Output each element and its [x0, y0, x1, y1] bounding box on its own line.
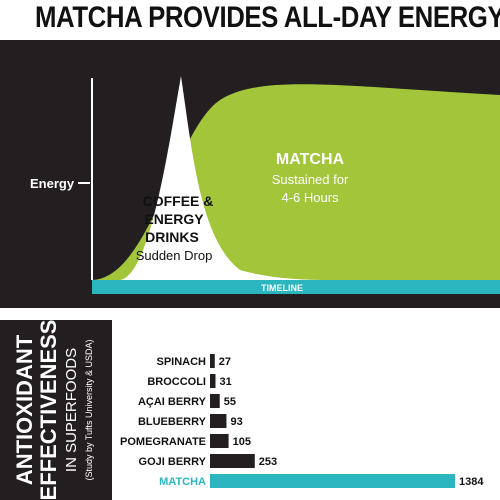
bar — [210, 394, 220, 408]
antioxidant-chart: ANTIOXIDANT EFFECTIVENESS IN SUPERFOODS … — [12, 320, 484, 500]
value-label: 105 — [233, 436, 251, 448]
matcha-sub-line2: 4-6 Hours — [281, 190, 339, 205]
timeline-label: TIMELINE — [261, 283, 303, 293]
energy-chart-panel: Energy TIMELINE MATCHA Sustained for 4-6… — [0, 40, 500, 308]
bar — [210, 414, 227, 428]
timeline-bar — [92, 280, 500, 294]
coffee-label-line2: ENERGY — [144, 211, 204, 227]
value-label: 55 — [224, 396, 236, 408]
page-title: MATCHA PROVIDES ALL-DAY ENERGY — [35, 1, 500, 34]
category-label: POMEGRANATE — [120, 436, 206, 448]
energy-axis-label: Energy — [30, 176, 75, 191]
bars-layer: SPINACH 27 BROCCOLI 31 AÇAI BERRY 55 BLUEBERRY… — [120, 354, 484, 488]
bar — [210, 354, 215, 368]
bar — [210, 374, 216, 388]
matcha-label: MATCHA — [276, 151, 345, 168]
coffee-label-line1: COFFEE & — [143, 193, 214, 209]
bar — [210, 454, 255, 468]
category-label: AÇAI BERRY — [138, 396, 207, 408]
bar — [210, 434, 229, 448]
antioxidant-heading-line1: ANTIOXIDANT — [12, 334, 37, 485]
energy-chart: Energy TIMELINE MATCHA Sustained for 4-6… — [30, 76, 500, 294]
value-label: 1384 — [459, 476, 484, 488]
value-label: 93 — [230, 416, 242, 428]
category-label: GOJI BERRY — [139, 456, 207, 468]
coffee-label-line4: Sudden Drop — [136, 248, 213, 263]
category-label: BROCCOLI — [147, 376, 206, 388]
antioxidant-heading-line4: (Study by Tufts University & USDA) — [84, 339, 94, 480]
value-label: 253 — [259, 456, 277, 468]
coffee-energy-spike — [120, 76, 330, 280]
value-label: 27 — [219, 356, 231, 368]
category-label: SPINACH — [156, 356, 206, 368]
matcha-sub-line1: Sustained for — [272, 172, 349, 187]
antioxidant-heading-line3: IN SUPERFOODS — [63, 348, 80, 472]
value-label: 31 — [219, 376, 231, 388]
antioxidant-heading-block — [0, 320, 112, 500]
bar — [210, 474, 455, 488]
category-label: BLUEBERRY — [138, 416, 207, 428]
coffee-label-line3: DRINKS — [145, 229, 199, 245]
antioxidant-heading-line2: EFFECTIVENESS — [36, 320, 61, 500]
category-label: MATCHA — [159, 476, 206, 488]
